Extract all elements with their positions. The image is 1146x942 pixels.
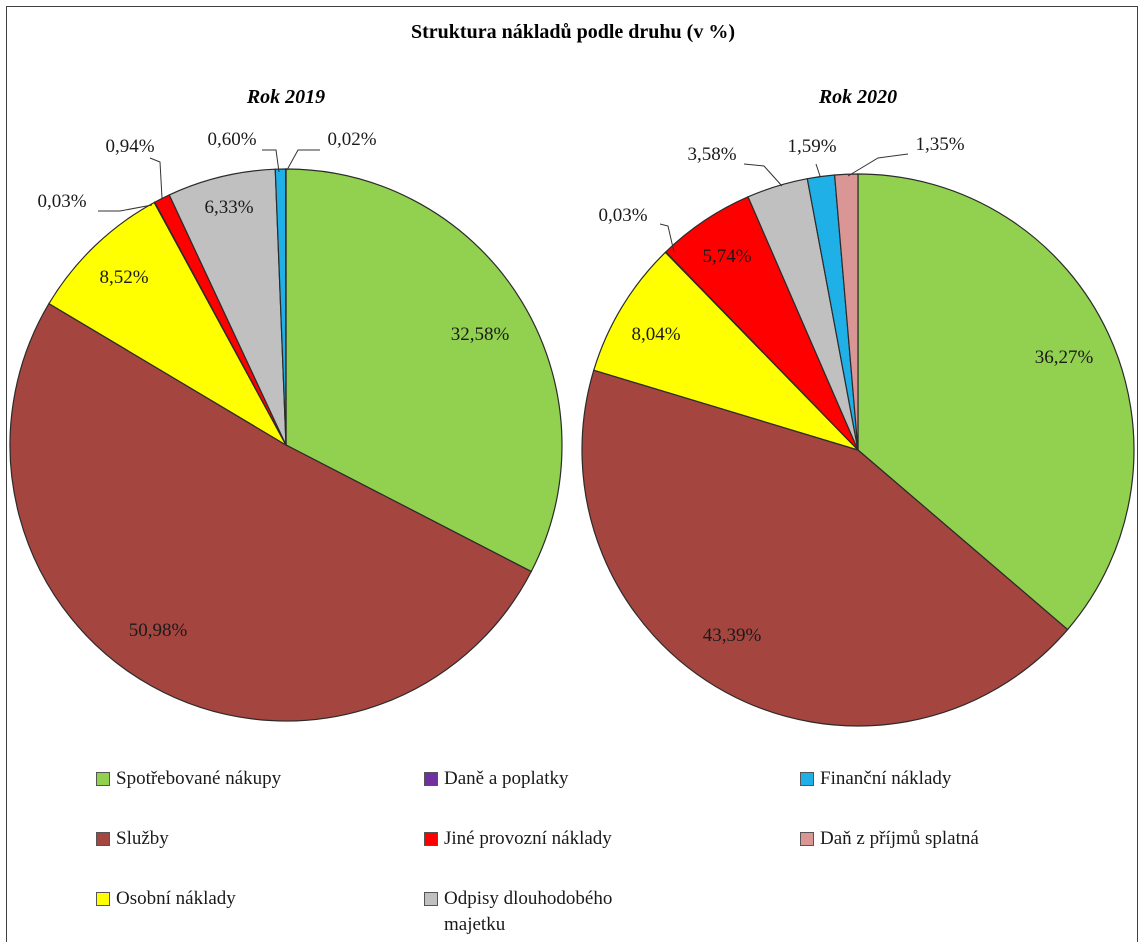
- data-label-dan-z-prijmu-splatna: 0,02%: [327, 129, 376, 150]
- pie-slice-spotrebovane-nakupy: [285, 168, 563, 573]
- pie-slice-osobni-naklady: [593, 251, 859, 451]
- pies-group: 32,58% 50,98% 8,52% 0,03% 0,94% 6,33% 0,60% 0,0…: [9, 129, 1135, 727]
- data-label-spotrebovane-nakupy: 32,58%: [451, 324, 510, 345]
- data-label-odpisy-dlouhodobeho-majetku: 6,33%: [204, 197, 253, 218]
- leader-line: [98, 204, 153, 212]
- data-label-odpisy-dlouhodobeho-majetku: 3,58%: [687, 144, 736, 165]
- data-label-osobni-naklady: 8,04%: [631, 324, 680, 345]
- data-label-jine-provozni-naklady: 0,94%: [105, 136, 154, 157]
- pie-slice-dan-z-prijmu-splatna: [833, 173, 859, 451]
- data-label-osobni-naklady: 8,52%: [99, 267, 148, 288]
- leader-line: [659, 223, 675, 253]
- pie-slice-sluzby: [9, 302, 533, 722]
- data-label-financni-naklady: 0,60%: [207, 129, 256, 150]
- pie-slice-sluzby: [581, 369, 1069, 727]
- chart-title: Struktura nákladů podle druhu (v %): [411, 21, 735, 43]
- chart-frame: [6, 6, 1138, 942]
- data-label-dan-z-prijmu-splatna: 1,35%: [915, 134, 964, 155]
- data-label-sluzby: 43,39%: [703, 625, 762, 646]
- data-label-jine-provozni-naklady: 5,74%: [702, 246, 751, 267]
- leader-line: [262, 149, 280, 173]
- pie-slice-spotrebovane-nakupy: [857, 173, 1135, 631]
- pie-title-2020: Rok 2020: [818, 86, 897, 108]
- data-label-financni-naklady: 1,59%: [787, 136, 836, 157]
- leader-line: [815, 163, 821, 177]
- pie-title-2019: Rok 2019: [246, 86, 325, 108]
- data-label-sluzby: 50,98%: [129, 620, 188, 641]
- pie-rok-2020: 36,27% 43,39% 8,04% 0,03% 5,74% 3,58% 1,59% 1,3…: [581, 134, 1135, 727]
- data-label-spotrebovane-nakupy: 36,27%: [1035, 347, 1094, 368]
- data-label-dane-a-poplatky: 0,03%: [598, 205, 647, 226]
- leader-line: [743, 163, 783, 187]
- leader-line: [286, 149, 320, 171]
- pie-rok-2019: 32,58% 50,98% 8,52% 0,03% 0,94% 6,33% 0,60% 0,0…: [9, 129, 563, 722]
- leader-line: [149, 157, 163, 199]
- data-label-dane-a-poplatky: 0,03%: [37, 191, 86, 212]
- leader-line: [847, 153, 909, 177]
